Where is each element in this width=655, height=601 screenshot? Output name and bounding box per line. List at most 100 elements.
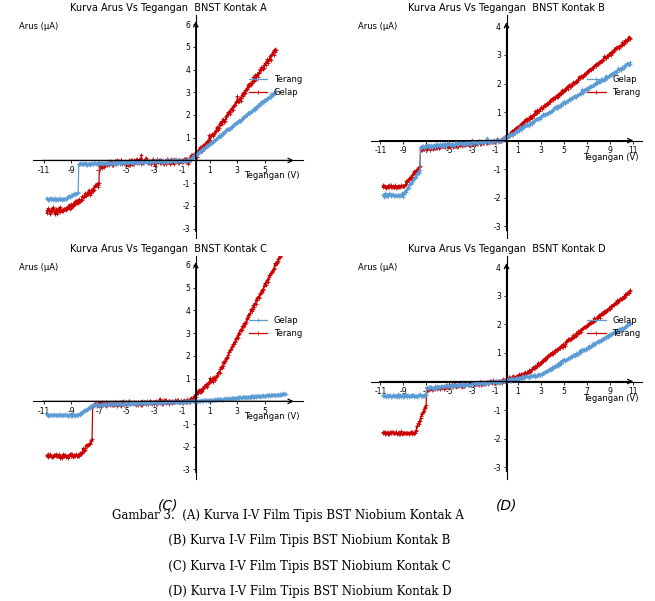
Terang — [217, 363, 225, 370]
Terang — [134, 159, 142, 166]
Gelap — [282, 391, 290, 398]
Terang — [477, 141, 485, 148]
Text: Gambar 3.  (A) Kurva I-V Film Tipis BST Niobium Kontak A: Gambar 3. (A) Kurva I-V Film Tipis BST N… — [112, 509, 464, 522]
Terang — [72, 451, 80, 458]
Legend: Gelap, Terang: Gelap, Terang — [587, 316, 641, 338]
Gelap — [64, 412, 71, 419]
Legend: Terang, Gelap: Terang, Gelap — [249, 75, 302, 97]
Text: Arus (μA): Arus (μA) — [19, 22, 58, 31]
Terang — [460, 141, 468, 148]
Gelap — [399, 194, 407, 201]
Gelap — [217, 396, 225, 403]
Text: Tegangan (V): Tegangan (V) — [583, 394, 639, 403]
Gelap — [460, 140, 468, 147]
Terang — [384, 431, 392, 438]
Gelap — [43, 410, 50, 418]
Gelap — [271, 46, 279, 53]
Terang — [559, 340, 567, 347]
Terang — [45, 197, 53, 204]
Gelap — [558, 99, 566, 106]
Terang — [409, 429, 417, 436]
Gelap — [134, 157, 142, 164]
Gelap — [118, 160, 126, 168]
Legend: Gelap, Terang: Gelap, Terang — [249, 316, 302, 338]
Gelap — [272, 46, 280, 53]
Gelap — [121, 400, 129, 407]
Text: (C): (C) — [158, 499, 178, 513]
Text: (B) Kurva I-V Film Tipis BST Niobium Kontak B: (B) Kurva I-V Film Tipis BST Niobium Kon… — [112, 534, 451, 548]
Text: (C) Kurva I-V Film Tipis BST Niobium Kontak C: (C) Kurva I-V Film Tipis BST Niobium Kon… — [112, 560, 451, 573]
Title: Kurva Arus Vs Tegangan  BNST Kontak A: Kurva Arus Vs Tegangan BNST Kontak A — [69, 3, 267, 13]
Terang — [272, 87, 280, 94]
Gelap — [460, 382, 468, 389]
Terang — [409, 170, 417, 177]
Gelap — [626, 320, 633, 327]
Terang — [460, 383, 468, 390]
Terang — [194, 389, 202, 396]
Gelap — [626, 59, 634, 66]
Terang — [379, 429, 386, 436]
Gelap — [535, 114, 543, 121]
Gelap — [559, 100, 567, 108]
Gelap — [409, 177, 417, 184]
Gelap — [379, 192, 386, 199]
Gelap — [626, 320, 634, 327]
Legend: Gelap, Terang: Gelap, Terang — [587, 75, 641, 97]
Line: Gelap: Gelap — [45, 392, 288, 418]
Gelap — [50, 211, 58, 218]
Text: Tegangan (V): Tegangan (V) — [244, 412, 299, 421]
Line: Terang: Terang — [381, 35, 632, 190]
Line: Terang: Terang — [45, 243, 288, 460]
Terang — [43, 195, 50, 202]
Gelap — [215, 395, 223, 403]
Terang — [43, 452, 50, 459]
Line: Gelap: Gelap — [45, 47, 278, 216]
Terang — [379, 183, 386, 191]
Gelap — [72, 412, 80, 419]
Terang — [626, 286, 634, 293]
Terang — [210, 137, 217, 144]
Terang — [118, 159, 126, 166]
Terang — [535, 108, 543, 115]
Title: Kurva Arus Vs Tegangan  BNST Kontak C: Kurva Arus Vs Tegangan BNST Kontak C — [69, 244, 267, 254]
Gelap — [558, 357, 566, 364]
Terang — [215, 369, 223, 376]
Terang — [477, 379, 485, 386]
Terang — [121, 399, 129, 406]
Text: (A): (A) — [158, 258, 178, 272]
Text: Arus (μA): Arus (μA) — [358, 22, 397, 31]
Terang — [71, 190, 79, 197]
Gelap — [280, 390, 288, 397]
Gelap — [209, 131, 217, 138]
Terang — [558, 343, 566, 350]
Text: (D): (D) — [496, 499, 517, 513]
Terang — [209, 138, 217, 145]
Terang — [558, 87, 566, 94]
Terang — [382, 185, 390, 192]
Terang — [187, 156, 195, 163]
Gelap — [194, 398, 202, 405]
Line: Terang: Terang — [381, 288, 632, 436]
Gelap — [187, 152, 195, 159]
Terang — [535, 362, 543, 369]
Terang — [282, 241, 290, 248]
Gelap — [379, 392, 386, 399]
Line: Gelap: Gelap — [381, 322, 632, 399]
Gelap — [43, 209, 50, 216]
Gelap — [71, 198, 79, 205]
Terang — [56, 454, 64, 462]
Line: Terang: Terang — [45, 89, 278, 202]
Text: Tegangan (V): Tegangan (V) — [583, 153, 639, 162]
Terang — [625, 33, 633, 40]
Terang — [559, 87, 567, 94]
Gelap — [138, 399, 145, 406]
Text: Arus (μA): Arus (μA) — [358, 263, 397, 272]
Gelap — [409, 392, 417, 399]
Title: Kurva Arus Vs Tegangan  BNST Kontak B: Kurva Arus Vs Tegangan BNST Kontak B — [408, 3, 605, 13]
Gelap — [477, 139, 485, 146]
Text: Tegangan (V): Tegangan (V) — [244, 171, 299, 180]
Gelap — [399, 394, 407, 401]
Terang — [626, 35, 634, 42]
Gelap — [477, 379, 485, 386]
Terang — [138, 397, 145, 404]
